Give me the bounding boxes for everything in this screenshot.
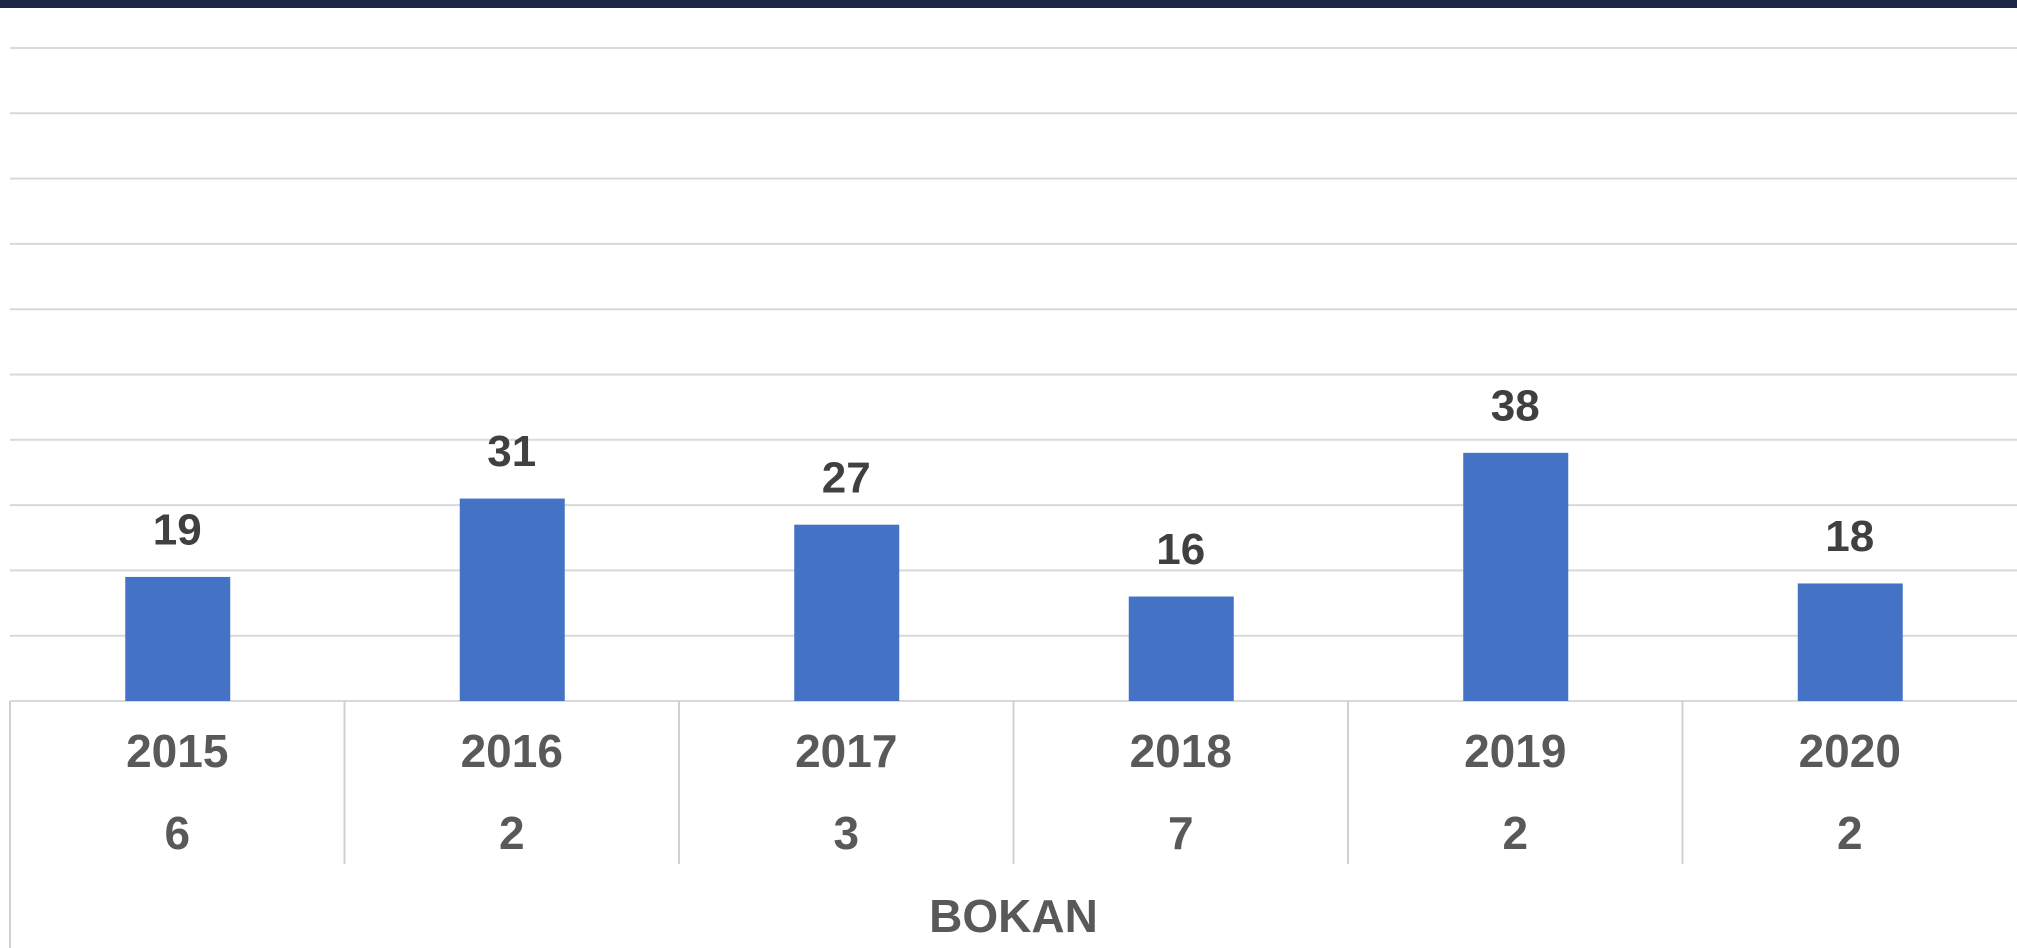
bar [125, 576, 231, 701]
bar [794, 524, 900, 701]
x-tick-label: 2016 [461, 725, 563, 777]
x-sub-label: 2 [1837, 807, 1863, 859]
data-label: 27 [822, 453, 871, 502]
data-label: 18 [1825, 512, 1874, 561]
x-tick-label: 2015 [126, 725, 228, 777]
data-label: 38 [1491, 381, 1540, 430]
bar [1463, 452, 1569, 701]
x-tick-label: 2020 [1799, 725, 1901, 777]
bar [459, 498, 565, 701]
x-sub-label: 6 [164, 807, 190, 859]
data-label: 31 [487, 427, 536, 476]
x-tick-label: 2017 [795, 725, 897, 777]
bar [1797, 583, 1903, 701]
x-tick-label: 2019 [1464, 725, 1566, 777]
data-label: 19 [153, 506, 202, 555]
x-sub-label: 2 [499, 807, 525, 859]
data-label: 16 [1156, 525, 1205, 574]
group-label: BOKAN [929, 890, 1098, 942]
x-sub-label: 3 [833, 807, 859, 859]
top-bar [0, 0, 2017, 8]
x-sub-label: 2 [1502, 807, 1528, 859]
x-tick-label: 2018 [1130, 725, 1232, 777]
x-sub-label: 7 [1168, 807, 1194, 859]
bar [1128, 596, 1234, 701]
